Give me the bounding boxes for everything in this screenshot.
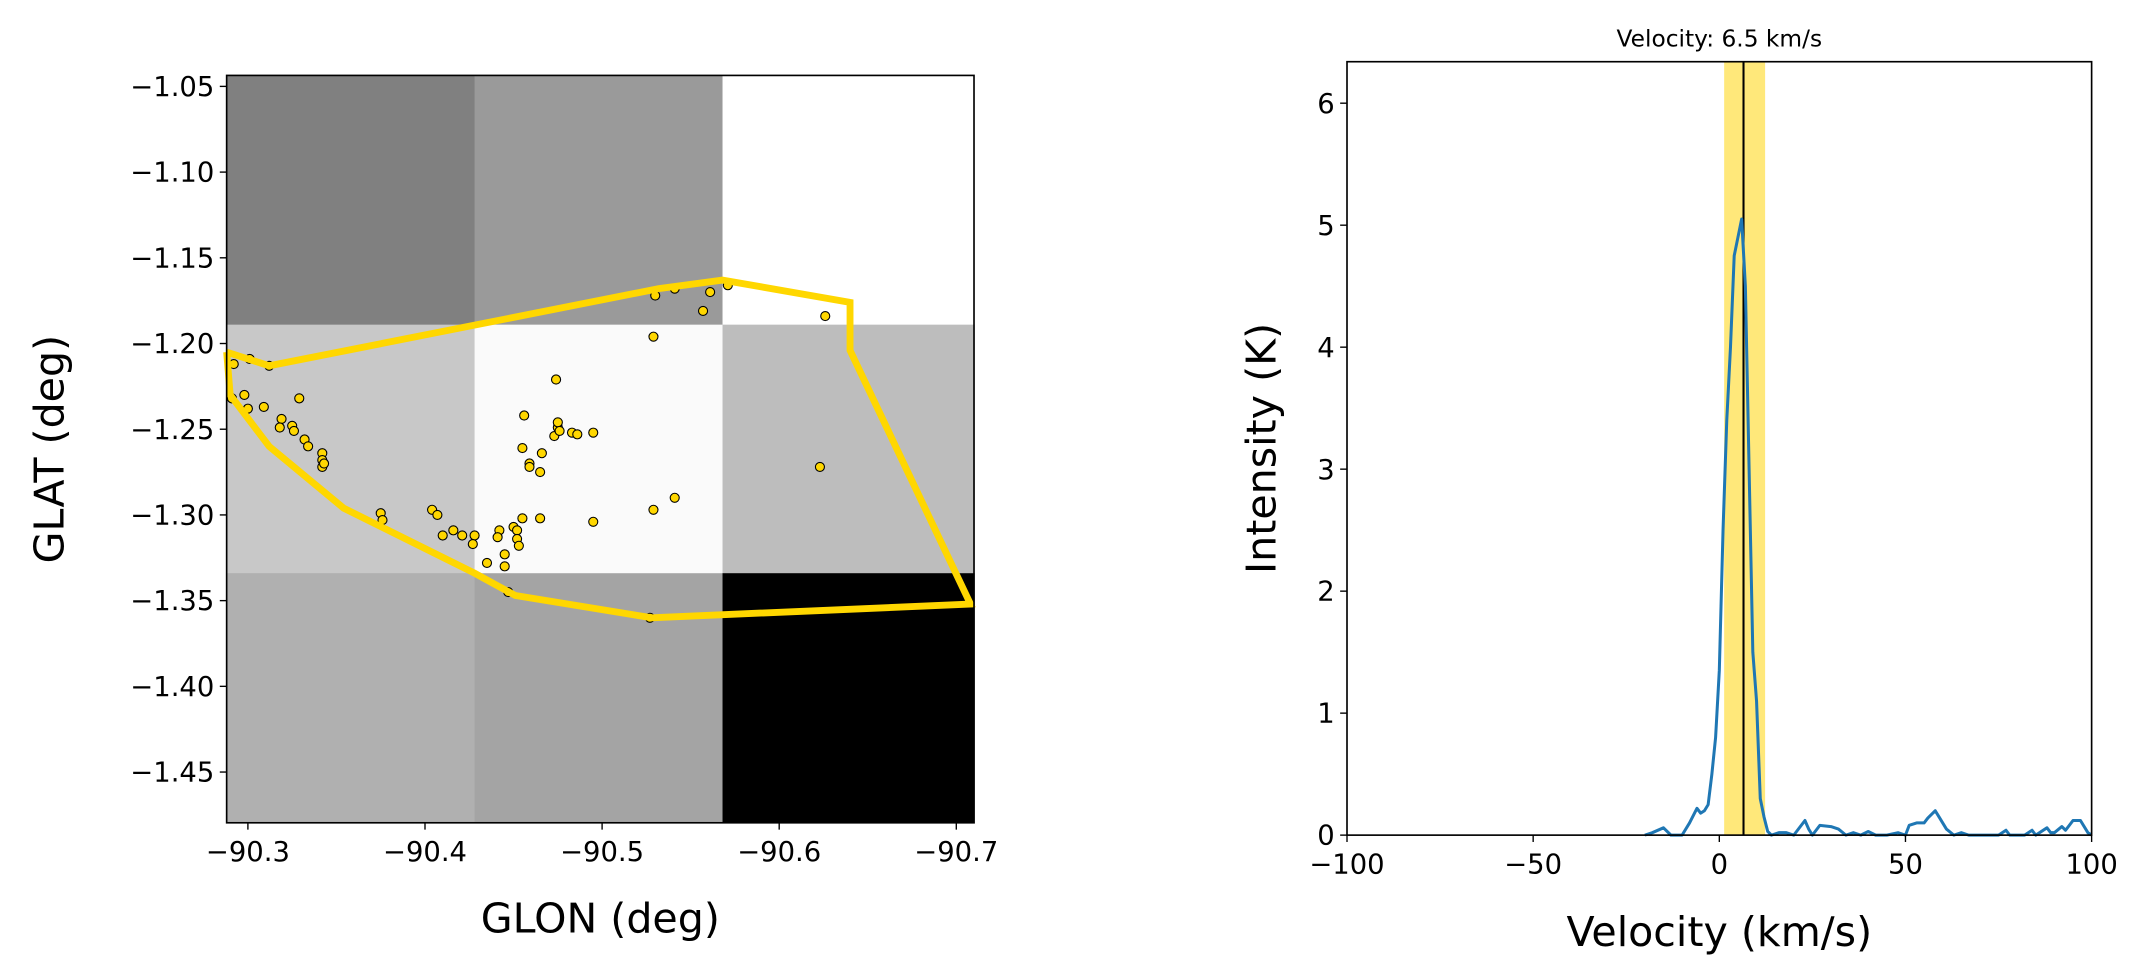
x-tick-label: 0	[1711, 850, 1728, 881]
source-point	[648, 331, 659, 342]
x-tick-label: 100	[2065, 850, 2117, 881]
y-tick-label: −1.35	[130, 586, 214, 617]
y-tick-label: −1.45	[130, 758, 214, 789]
y-tick-label: 1	[1317, 699, 1334, 730]
y-tick-label: −1.30	[130, 501, 214, 532]
x-axis-label: GLON (deg)	[481, 894, 720, 942]
chart-title: Velocity: 6.5 km/s	[1617, 26, 1823, 53]
source-point	[814, 461, 826, 473]
source-point	[303, 441, 314, 452]
source-point	[469, 530, 480, 541]
source-point	[512, 525, 523, 536]
source-point	[294, 393, 305, 404]
source-point	[552, 417, 563, 428]
axes-frame	[225, 74, 975, 824]
source-point	[437, 530, 448, 541]
source-point	[705, 287, 716, 298]
source-point	[318, 458, 330, 469]
source-point	[554, 425, 565, 437]
x-tick-label: −90.4	[383, 837, 467, 868]
source-point	[276, 413, 287, 425]
y-tick-label: 3	[1317, 455, 1334, 486]
y-tick-label: 4	[1317, 333, 1334, 364]
velocity-range-band	[1724, 61, 1766, 836]
source-point	[517, 443, 528, 454]
region-contour	[223, 276, 976, 622]
x-tick-label: −90.6	[737, 837, 821, 868]
source-point	[258, 401, 269, 413]
y-tick-label: 6	[1317, 89, 1334, 120]
y-tick-label: −1.10	[130, 158, 214, 189]
x-axis-label: Velocity (km/s)	[1566, 908, 1872, 956]
x-tick-label: −90.7	[914, 837, 998, 868]
y-tick-label: 0	[1317, 821, 1334, 852]
x-tick-label: −90.5	[560, 837, 644, 868]
x-tick-label: −90.3	[206, 837, 290, 868]
source-point	[519, 410, 530, 421]
image-pixel	[722, 75, 975, 326]
source-point	[697, 305, 709, 317]
source-point	[513, 540, 524, 551]
image-pixel	[474, 324, 724, 574]
source-point	[274, 422, 285, 433]
source-point	[535, 466, 546, 478]
source-point	[432, 509, 443, 521]
image-pixel	[226, 75, 476, 326]
source-point	[288, 425, 300, 437]
x-tick-label: −100	[1309, 850, 1384, 881]
source-point	[588, 516, 599, 527]
y-axis-label: GLAT (deg)	[25, 335, 73, 563]
source-point	[550, 374, 562, 385]
source-point	[669, 492, 680, 503]
source-point	[588, 427, 599, 438]
source-point	[648, 504, 659, 515]
x-tick-label: 50	[1888, 850, 1923, 881]
position-map-chart: −90.3 −90.4 −90.5 −90.6 −90.7 −1.05 −1.10 −1.15…	[25, 72, 998, 942]
x-tick-label: −50	[1504, 850, 1562, 881]
source-point	[239, 389, 250, 401]
source-point	[572, 429, 583, 440]
source-point	[448, 525, 459, 536]
image-pixel	[226, 573, 476, 824]
y-axis-label: Intensity (K)	[1238, 323, 1286, 574]
y-tick-label: 5	[1317, 211, 1334, 242]
y-tick-label: −1.20	[130, 329, 214, 360]
y-tick-label: −1.05	[130, 72, 214, 103]
source-point	[536, 448, 547, 459]
spectrum-line	[1644, 217, 2093, 837]
source-point	[467, 538, 478, 550]
source-point	[499, 561, 510, 572]
y-tick-label: 2	[1317, 577, 1334, 608]
y-tick-label: −1.15	[130, 243, 214, 274]
source-point	[535, 513, 546, 524]
source-point	[524, 461, 535, 473]
spectrum-chart: −100 −50 0 50 100 0 1 2 3 4 5 6 Velocity: 6.5 km/s Ve…	[1238, 26, 2118, 957]
y-tick-label: −1.25	[130, 415, 214, 446]
axes-frame	[1346, 60, 2093, 836]
source-point	[492, 532, 503, 543]
source-point	[481, 557, 493, 568]
source-point	[820, 311, 831, 322]
source-point	[499, 549, 510, 560]
source-point	[517, 513, 528, 524]
source-point	[457, 530, 468, 541]
y-tick-label: −1.40	[130, 672, 214, 703]
